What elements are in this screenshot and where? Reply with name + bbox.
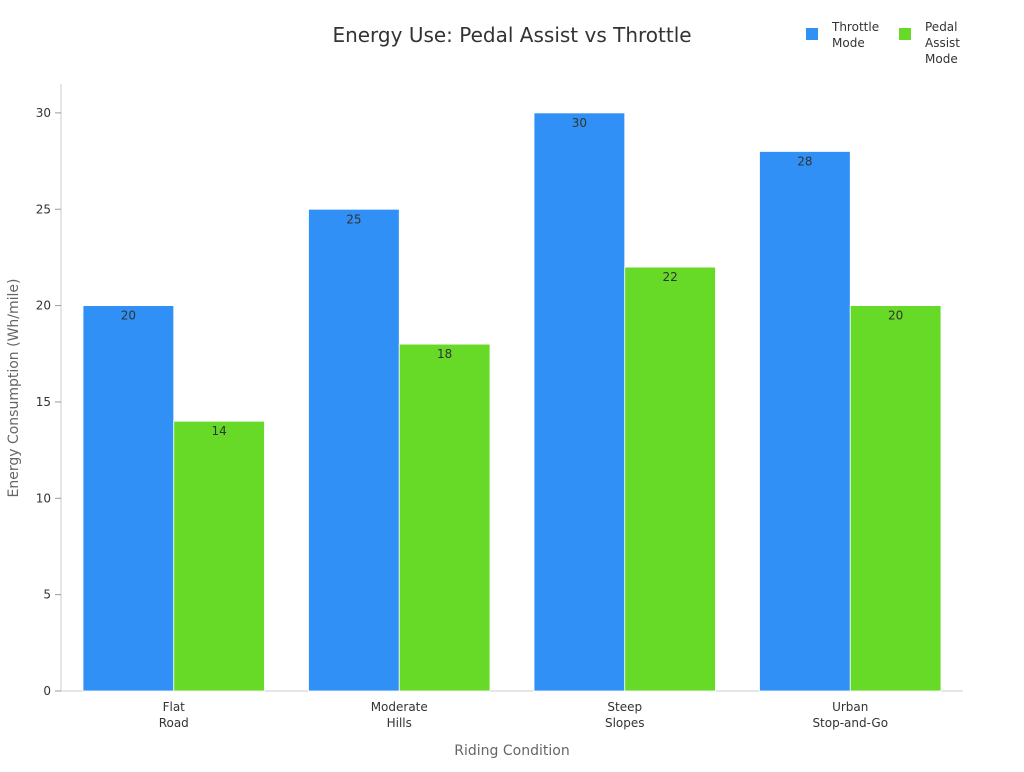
x-axis-label: Riding Condition — [454, 743, 569, 759]
y-axis-label: Energy Consumption (Wh/mile) — [6, 278, 22, 497]
bar — [173, 420, 265, 692]
y-tick-label: 10 — [36, 491, 51, 505]
y-tick-label: 20 — [36, 299, 51, 313]
bar — [849, 305, 942, 692]
x-tick-label: Stop-and-Go — [812, 716, 888, 730]
bar — [533, 112, 626, 692]
x-tick-label: Steep — [607, 700, 642, 714]
data-label: 25 — [346, 212, 361, 226]
plot-area: 0 5 10 15 20 25 30 20 14 Flat Road 25 18 Moderate Hill… — [36, 84, 963, 730]
y-tick-label: 30 — [36, 106, 51, 120]
bar — [624, 266, 716, 692]
y-tick-label: 15 — [36, 395, 51, 409]
x-tick-label: Flat — [163, 700, 186, 714]
bar — [759, 151, 851, 692]
x-tick-label: Road — [159, 716, 189, 730]
legend-swatch — [899, 28, 911, 40]
legend-label: Assist — [925, 36, 960, 50]
legend-label: Throttle — [831, 20, 879, 34]
legend: Throttle Mode Pedal Assist Mode — [806, 20, 960, 66]
chart-title: Energy Use: Pedal Assist vs Throttle — [332, 23, 691, 47]
legend-label: Mode — [925, 52, 958, 66]
bar — [82, 305, 175, 692]
bar — [398, 343, 491, 692]
y-tick-label: 0 — [43, 684, 51, 698]
y-tick-label: 25 — [36, 202, 51, 216]
x-tick-label: Urban — [832, 700, 868, 714]
data-label: 20 — [888, 309, 903, 323]
x-tick-label: Moderate — [371, 700, 428, 714]
x-tick-label: Hills — [387, 716, 412, 730]
legend-label: Mode — [832, 36, 865, 50]
data-label: 14 — [211, 424, 226, 438]
data-label: 30 — [572, 116, 587, 130]
legend-label: Pedal — [925, 20, 958, 34]
legend-swatch — [806, 28, 818, 40]
data-label: 20 — [121, 309, 136, 323]
x-tick-label: Slopes — [605, 716, 645, 730]
bar — [308, 208, 400, 692]
y-tick-label: 5 — [43, 588, 51, 602]
data-label: 18 — [437, 347, 452, 361]
data-label: 22 — [662, 270, 677, 284]
data-label: 28 — [797, 154, 812, 168]
